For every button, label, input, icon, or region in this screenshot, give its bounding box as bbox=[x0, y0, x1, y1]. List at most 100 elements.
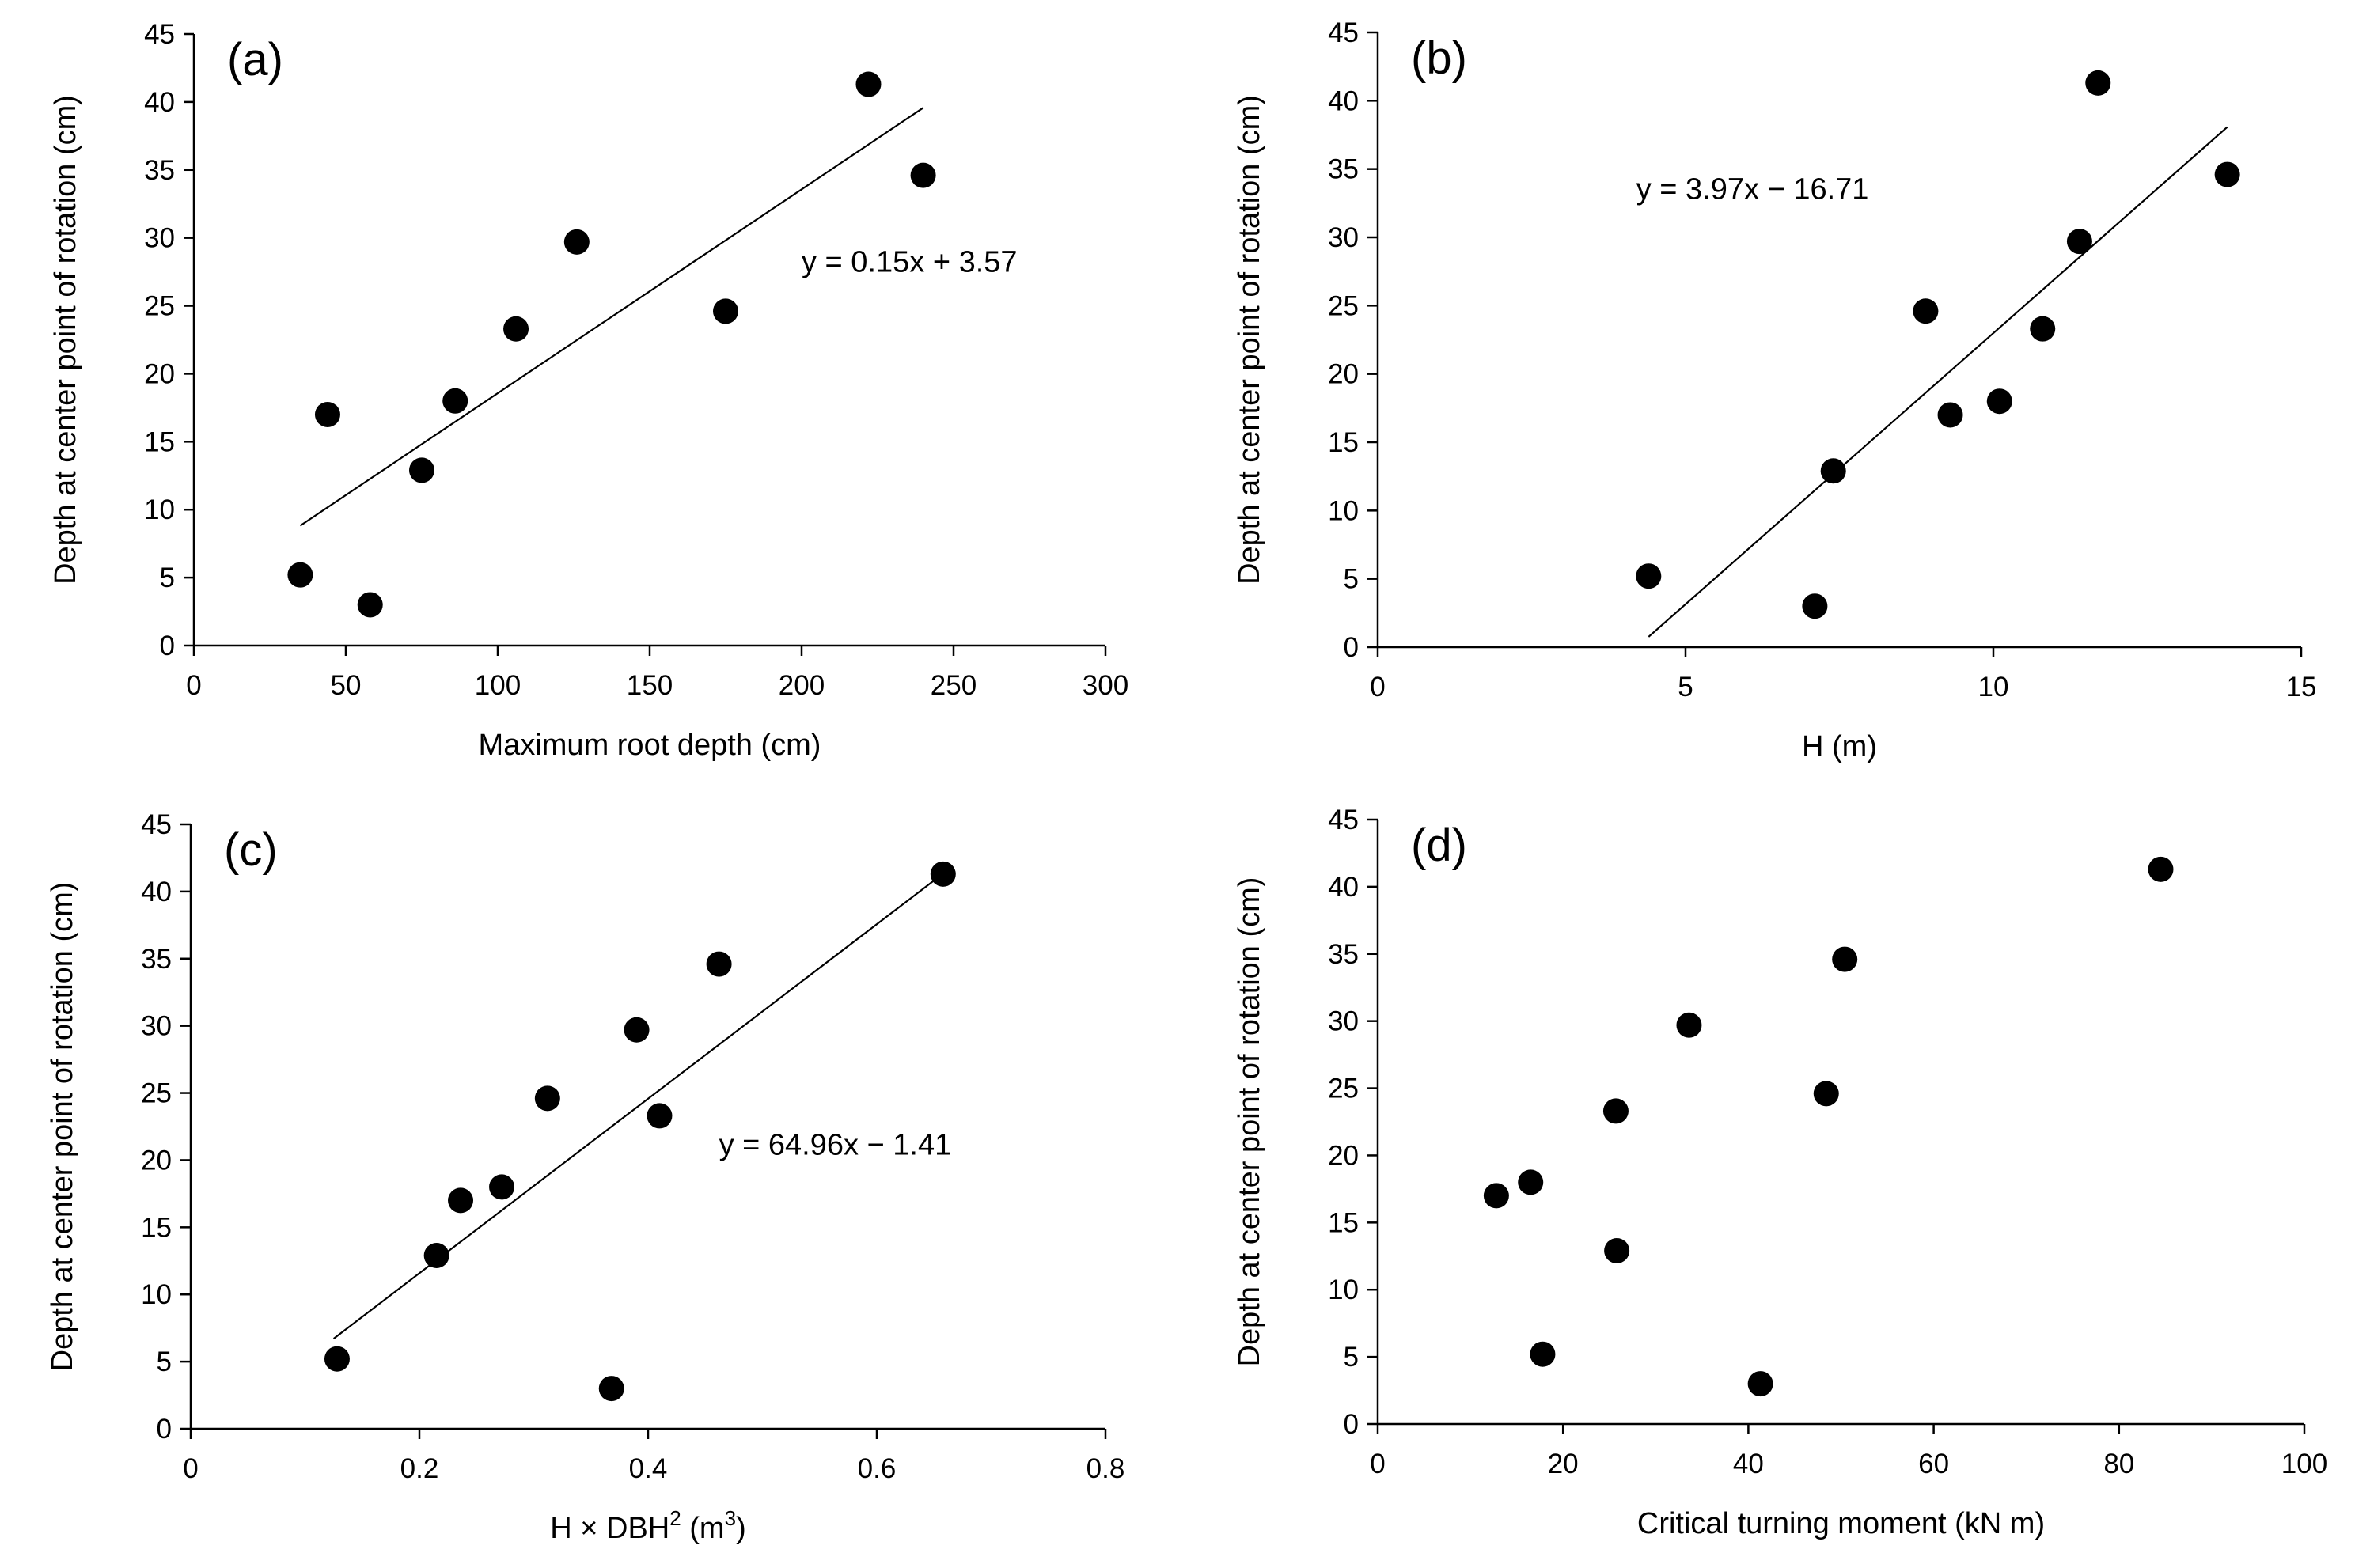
panel-d-x-tick-label: 40 bbox=[1733, 1449, 1764, 1479]
panel-a-x-axis-title: Maximum root depth (cm) bbox=[479, 729, 821, 762]
panel-b-data-point bbox=[2214, 161, 2240, 187]
panel-d-y-tick-label: 25 bbox=[1328, 1074, 1359, 1104]
panel-d-data-point bbox=[1530, 1341, 1556, 1367]
panel-c-x-axis-title-end: ) bbox=[736, 1512, 746, 1545]
panel-d-x-tick-label: 100 bbox=[2281, 1449, 2327, 1479]
panel-a-label: (a) bbox=[227, 34, 283, 85]
panel-c-equation: y = 64.96x − 1.41 bbox=[719, 1129, 952, 1162]
panel-a-x-tick-label: 300 bbox=[1083, 670, 1128, 701]
panel-b-x-tick-label: 5 bbox=[1678, 672, 1693, 703]
panel-d-y-tick-label: 0 bbox=[1344, 1409, 1359, 1440]
panel-c-label: (c) bbox=[224, 824, 278, 876]
panel-b-y-tick-label: 10 bbox=[1328, 495, 1359, 526]
panel-c-y-tick-label: 15 bbox=[141, 1212, 172, 1243]
panel-b-equation: y = 3.97x − 16.71 bbox=[1636, 173, 1869, 206]
panel-a-equation: y = 0.15x + 3.57 bbox=[802, 246, 1018, 279]
panel-a-x-tick-label: 50 bbox=[331, 670, 362, 701]
panel-a-x-tick-label: 0 bbox=[186, 670, 201, 701]
panel-c-data-point bbox=[598, 1376, 624, 1402]
panel-a-x-tick-label: 200 bbox=[779, 670, 825, 701]
panel-a-y-tick-label: 25 bbox=[144, 291, 175, 322]
panel-b-y-tick-label: 35 bbox=[1328, 154, 1359, 185]
panel-a-data-point bbox=[357, 592, 383, 618]
panel-d: 0 20 40 60 80 100 0 5 10 15 20 25 30 35 40 45 Depth at c… bbox=[1233, 805, 2327, 1540]
panel-a-y-tick-label: 20 bbox=[144, 358, 175, 389]
panel-c-x-axis-title-sup2: 3 bbox=[725, 1506, 736, 1530]
panel-a-data-point bbox=[563, 229, 590, 255]
panel-a-y-tick-label: 5 bbox=[160, 562, 175, 593]
panel-c-x-tick-label: 0.8 bbox=[1086, 1453, 1125, 1484]
panel-a-trendline bbox=[299, 107, 924, 527]
panel-b-data-point bbox=[2085, 70, 2111, 96]
panel-b-y-tick-label: 15 bbox=[1328, 427, 1359, 458]
panel-c-x-axis-title-sup: 2 bbox=[669, 1506, 681, 1530]
panel-d-y-tick-label: 10 bbox=[1328, 1274, 1359, 1305]
panel-b-data-point bbox=[1913, 298, 1939, 324]
panel-c-y-tick-label: 10 bbox=[141, 1279, 172, 1310]
panel-c-y-tick-label: 35 bbox=[141, 944, 172, 975]
panel-b-x-tick-label: 0 bbox=[1370, 672, 1385, 703]
panel-c-y-tick-label: 25 bbox=[141, 1078, 172, 1109]
panel-b-y-tick-label: 30 bbox=[1328, 222, 1359, 253]
panel-b-trendline bbox=[1648, 126, 2228, 638]
panel-c-data-point bbox=[534, 1085, 560, 1112]
panel-a-data-point bbox=[442, 388, 468, 414]
panel-b-data-point bbox=[1937, 402, 1963, 428]
panel-a-x-tick-label: 250 bbox=[931, 670, 977, 701]
panel-a-data-point bbox=[855, 71, 882, 97]
panel-a-y-axis-title: Depth at center point of rotation (cm) bbox=[49, 95, 82, 585]
panel-c-y-tick-label: 5 bbox=[157, 1346, 172, 1377]
panel-d-label: (d) bbox=[1411, 820, 1467, 871]
panel-d-y-tick-label: 40 bbox=[1328, 872, 1359, 903]
panel-c-data-point bbox=[448, 1187, 474, 1214]
panel-c-y-axis-title: Depth at center point of rotation (cm) bbox=[46, 882, 79, 1372]
panel-d-data-point bbox=[1832, 946, 1858, 972]
panel-b-y-axis-title: Depth at center point of rotation (cm) bbox=[1233, 95, 1266, 585]
panel-a-data-point bbox=[314, 401, 340, 427]
panel-b: 0 5 10 15 0 5 10 15 20 25 30 35 40 45 Depth at center … bbox=[1233, 17, 2316, 763]
panel-b-data-point bbox=[1802, 593, 1828, 619]
panel-c-data-point bbox=[706, 951, 732, 977]
panel-b-data-point bbox=[2066, 229, 2092, 255]
panel-b-x-tick-label: 15 bbox=[2286, 672, 2317, 703]
panel-c-trendline bbox=[332, 875, 941, 1339]
panel-b-y-tick-label: 20 bbox=[1328, 359, 1359, 390]
panel-a-y-tick-label: 35 bbox=[144, 155, 175, 186]
panel-c-x-tick-label: 0.4 bbox=[629, 1453, 668, 1484]
panel-c-x-axis-title-main: H × DBH bbox=[550, 1512, 669, 1545]
panel-a: 0 50 100 150 200 250 300 0 5 10 15 20 25 30 35 40 45 Dept… bbox=[49, 19, 1128, 762]
panel-b-data-point bbox=[1820, 458, 1846, 484]
panel-b-data-point bbox=[2030, 316, 2056, 342]
panel-c-data-point bbox=[930, 861, 956, 887]
panel-d-y-axis-title: Depth at center point of rotation (cm) bbox=[1233, 877, 1266, 1367]
panel-a-x-tick-label: 150 bbox=[627, 670, 673, 701]
panel-b-x-tick-label: 10 bbox=[1978, 672, 2009, 703]
panel-a-y-tick-label: 15 bbox=[144, 426, 175, 457]
panel-d-y-tick-label: 5 bbox=[1344, 1342, 1359, 1373]
panel-c-data-point bbox=[647, 1103, 673, 1129]
panel-d-data-point bbox=[1604, 1237, 1630, 1263]
panel-d-data-point bbox=[1676, 1012, 1702, 1038]
panel-c-x-axis-title: H × DBH2 (m3) bbox=[550, 1506, 745, 1545]
panel-b-label: (b) bbox=[1411, 32, 1467, 84]
panel-c-data-point bbox=[489, 1174, 515, 1200]
panel-a-y-tick-label: 10 bbox=[144, 494, 175, 525]
panel-d-y-tick-label: 15 bbox=[1328, 1207, 1359, 1238]
panel-d-x-tick-label: 0 bbox=[1370, 1449, 1385, 1479]
panel-b-y-tick-label: 45 bbox=[1328, 17, 1359, 48]
panel-a-y-tick-label: 30 bbox=[144, 223, 175, 254]
panel-d-x-tick-label: 20 bbox=[1548, 1449, 1579, 1479]
panel-d-data-point bbox=[1813, 1081, 1839, 1107]
panel-c-data-point bbox=[423, 1242, 449, 1268]
panel-a-data-point bbox=[287, 562, 313, 588]
panel-a-data-point bbox=[503, 316, 529, 342]
panel-b-y-tick-label: 0 bbox=[1344, 632, 1359, 663]
panel-c-x-tick-label: 0.2 bbox=[400, 1453, 439, 1484]
panel-d-y-tick-label: 20 bbox=[1328, 1140, 1359, 1171]
panel-b-x-axis-title: H (m) bbox=[1802, 730, 1877, 763]
panel-c-data-point bbox=[324, 1346, 350, 1372]
panel-a-data-point bbox=[910, 162, 936, 188]
panel-c-x-tick-label: 0 bbox=[183, 1453, 198, 1484]
panel-b-data-point bbox=[1986, 388, 2012, 415]
